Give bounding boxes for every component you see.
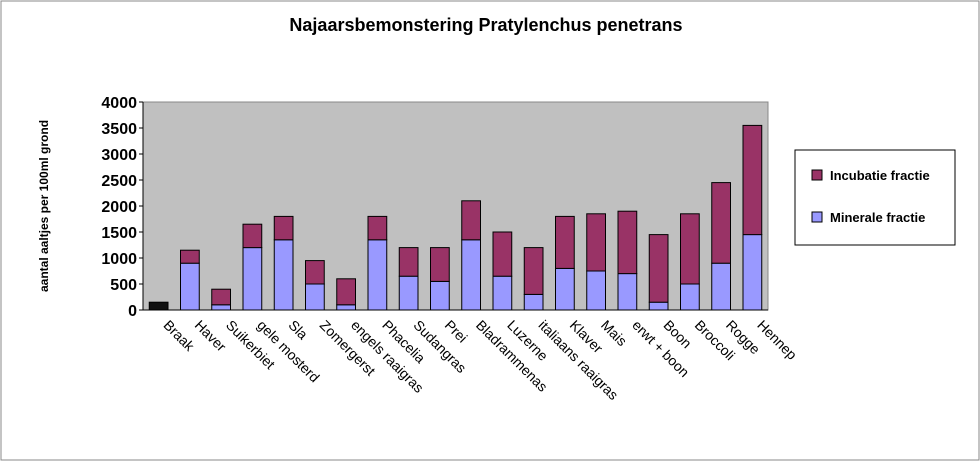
bar-segment [586, 270, 606, 311]
y-tick-label: 500 [110, 277, 137, 294]
bar-segment [367, 239, 388, 311]
bar-segment [617, 273, 638, 311]
bar-segment [148, 301, 169, 311]
bar-segment [398, 247, 419, 277]
bar-segment [617, 210, 638, 275]
bar-segment [492, 231, 513, 277]
bar-segment [555, 215, 575, 269]
y-tick-label: 0 [128, 303, 137, 320]
bar-segment [461, 200, 481, 241]
bar-segment [648, 234, 669, 303]
bar-segment [523, 247, 544, 295]
bar-segment [461, 239, 481, 311]
bar-segment [305, 260, 325, 285]
bar-segment [555, 267, 575, 311]
chart-title: Najaarsbemonstering Pratylenchus penetra… [289, 15, 682, 35]
bar-segment [523, 293, 544, 311]
bar-segment [180, 262, 200, 311]
bar-segment [242, 223, 263, 249]
legend-swatch [811, 211, 823, 223]
legend [794, 149, 956, 246]
y-axis-label: aantal aaltjes per 100ml grond [37, 120, 51, 292]
y-tick-label: 2000 [101, 199, 137, 216]
bar-segment [211, 304, 231, 311]
bar-segment [430, 280, 450, 311]
legend-swatch [811, 169, 823, 181]
y-tick-label: 3000 [101, 147, 137, 164]
bar-segment [648, 301, 669, 311]
bar-segment [367, 215, 388, 241]
plot-area [142, 101, 769, 311]
bar-segment [211, 288, 231, 306]
bar-segment [586, 213, 606, 272]
bar-segment [711, 182, 731, 264]
bar-segment [680, 283, 700, 311]
legend-label: Minerale fractie [830, 210, 925, 225]
bar-segment [398, 275, 419, 311]
y-tick-label: 1000 [101, 251, 137, 268]
bar-segment [492, 275, 513, 311]
y-tick-label: 3500 [101, 121, 137, 138]
bar-segment [273, 239, 294, 311]
bar-segment [680, 213, 700, 285]
y-tick-label: 4000 [101, 95, 137, 112]
bar-segment [305, 283, 325, 311]
bar-segment [242, 247, 263, 311]
bar-segment [711, 262, 731, 311]
bar-segment [336, 278, 356, 306]
legend-label: Incubatie fractie [830, 168, 930, 183]
bar-segment [742, 124, 763, 236]
bar-segment [742, 234, 763, 311]
y-tick-label: 1500 [101, 225, 137, 242]
y-tick-label: 2500 [101, 173, 137, 190]
bar-segment [430, 247, 450, 282]
bar-segment [180, 249, 200, 264]
bar-segment [273, 215, 294, 241]
bar-segment [336, 304, 356, 311]
